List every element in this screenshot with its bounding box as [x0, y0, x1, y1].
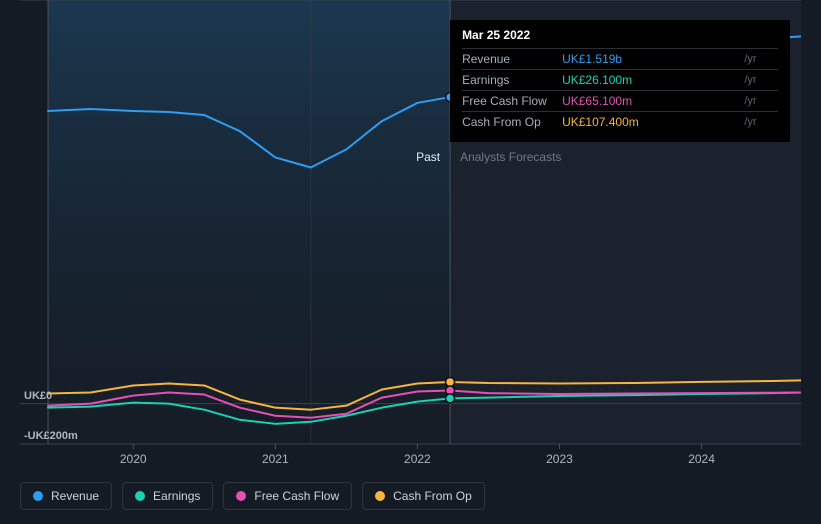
x-tick-label: 2024 [688, 452, 715, 466]
tooltip-row-unit: /yr [740, 112, 778, 133]
legend-swatch-icon [375, 491, 385, 501]
legend-item-label: Revenue [51, 489, 99, 503]
chart-tooltip: Mar 25 2022 RevenueUK£1.519b/yrEarningsU… [450, 20, 790, 142]
tooltip-row-unit: /yr [740, 91, 778, 112]
tooltip-row: RevenueUK£1.519b/yr [462, 49, 778, 70]
tooltip-row-value: UK£1.519b [562, 49, 740, 70]
tooltip-row-label: Revenue [462, 49, 562, 70]
legend-item-revenue[interactable]: Revenue [20, 482, 112, 510]
legend-item-cfo[interactable]: Cash From Op [362, 482, 485, 510]
past-section-label: Past [416, 150, 440, 164]
tooltip-row-label: Earnings [462, 70, 562, 91]
legend-item-label: Free Cash Flow [254, 489, 339, 503]
legend-swatch-icon [33, 491, 43, 501]
legend-swatch-icon [236, 491, 246, 501]
tooltip-row: EarningsUK£26.100m/yr [462, 70, 778, 91]
legend-item-earnings[interactable]: Earnings [122, 482, 213, 510]
tooltip-row-value: UK£65.100m [562, 91, 740, 112]
tooltip-row-label: Free Cash Flow [462, 91, 562, 112]
y-tick-label: UK£0 [24, 390, 52, 402]
tooltip-row-value: UK£107.400m [562, 112, 740, 133]
legend-swatch-icon [135, 491, 145, 501]
chart-legend: Revenue Earnings Free Cash Flow Cash From O… [20, 482, 485, 510]
x-tick-label: 2020 [120, 452, 147, 466]
tooltip-row: Free Cash FlowUK£65.100m/yr [462, 91, 778, 112]
tooltip-table: RevenueUK£1.519b/yrEarningsUK£26.100m/yr… [462, 48, 778, 132]
tooltip-row-label: Cash From Op [462, 112, 562, 133]
tooltip-row: Cash From OpUK£107.400m/yr [462, 112, 778, 133]
y-tick-label: -UK£200m [24, 430, 78, 442]
tooltip-row-value: UK£26.100m [562, 70, 740, 91]
tooltip-date: Mar 25 2022 [462, 28, 778, 42]
x-tick-label: 2021 [262, 452, 289, 466]
tooltip-row-unit: /yr [740, 70, 778, 91]
legend-item-fcf[interactable]: Free Cash Flow [223, 482, 352, 510]
legend-item-label: Earnings [153, 489, 200, 503]
x-tick-label: 2023 [546, 452, 573, 466]
tooltip-row-unit: /yr [740, 49, 778, 70]
legend-item-label: Cash From Op [393, 489, 472, 503]
future-section-label: Analysts Forecasts [460, 150, 561, 164]
x-tick-label: 2022 [404, 452, 431, 466]
